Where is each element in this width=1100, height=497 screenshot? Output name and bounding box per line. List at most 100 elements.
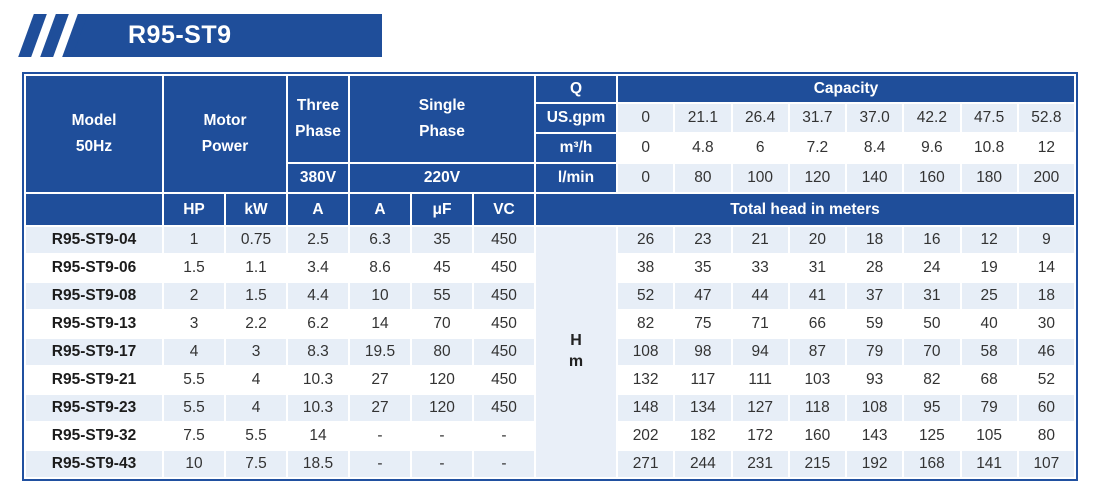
- spec-value: 0.75: [226, 227, 286, 253]
- model-name: R95-ST9-06: [26, 255, 162, 281]
- header-380v: 380V: [288, 164, 348, 192]
- spec-value: 1: [164, 227, 224, 253]
- head-value: 143: [847, 423, 903, 449]
- head-value: 117: [675, 367, 731, 393]
- head-value: 82: [618, 311, 674, 337]
- spec-value: 450: [474, 367, 534, 393]
- head-value: 108: [847, 395, 903, 421]
- head-value: 35: [675, 255, 731, 281]
- header-single-line2: Phase: [419, 123, 465, 140]
- head-value: 30: [1018, 311, 1074, 337]
- header-kw: kW: [226, 194, 286, 225]
- header-uf: μF: [412, 194, 472, 225]
- head-value: 134: [675, 395, 731, 421]
- head-value: 79: [847, 339, 903, 365]
- head-value: 168: [904, 451, 960, 477]
- header-model-line2: 50Hz: [75, 138, 113, 155]
- spec-value: 450: [474, 227, 534, 253]
- head-value: 111: [732, 367, 788, 393]
- spec-value: 2.5: [288, 227, 348, 253]
- spec-value: -: [412, 423, 472, 449]
- spec-value: 450: [474, 339, 534, 365]
- spec-value: 10: [164, 451, 224, 477]
- header-q-label: Q: [569, 80, 583, 98]
- spec-value: 5.5: [164, 367, 224, 393]
- head-value: 44: [732, 283, 788, 309]
- head-value: 37: [847, 283, 903, 309]
- head-unit-m: m: [568, 353, 584, 370]
- capacity-value: 160: [904, 164, 960, 192]
- model-name: R95-ST9-23: [26, 395, 162, 421]
- header-motor-line1: Motor: [203, 112, 247, 130]
- header-total-head: Total head in meters: [536, 194, 1074, 225]
- spec-value: 2: [164, 283, 224, 309]
- head-value: 28: [847, 255, 903, 281]
- header-three-phase: Three Phase: [288, 76, 348, 162]
- header-model-line1: Model: [71, 112, 117, 130]
- head-value: 182: [675, 423, 731, 449]
- header-capacity-label: Capacity: [813, 80, 879, 98]
- badge-title-block: R95-ST9: [72, 14, 382, 57]
- head-value: 26: [618, 227, 674, 253]
- capacity-value: 9.6: [904, 134, 960, 162]
- head-value: 70: [904, 339, 960, 365]
- head-value: 60: [1018, 395, 1074, 421]
- spec-value: 10: [350, 283, 410, 309]
- header-motor-power: Motor Power: [164, 76, 286, 192]
- head-value: 108: [618, 339, 674, 365]
- spec-value: 3: [226, 339, 286, 365]
- head-value: 160: [789, 423, 845, 449]
- head-value: 79: [961, 395, 1017, 421]
- spec-value: 45: [412, 255, 472, 281]
- head-value: 52: [1018, 367, 1074, 393]
- head-value: 58: [961, 339, 1017, 365]
- spec-value: 6.3: [350, 227, 410, 253]
- header-amp-220: A: [350, 194, 410, 225]
- spec-value: -: [474, 423, 534, 449]
- spec-value: 1.1: [226, 255, 286, 281]
- spec-value: 80: [412, 339, 472, 365]
- spec-value: 450: [474, 395, 534, 421]
- spec-table: Model 50Hz Motor Power Three Phase Single Ph…: [22, 72, 1078, 481]
- spec-value: 14: [288, 423, 348, 449]
- head-value: 50: [904, 311, 960, 337]
- header-model: Model 50Hz: [26, 76, 162, 192]
- spec-value: -: [412, 451, 472, 477]
- head-value: 23: [675, 227, 731, 253]
- header-lmin-label: l/min: [557, 169, 595, 187]
- model-name: R95-ST9-13: [26, 311, 162, 337]
- header-hp: HP: [164, 194, 224, 225]
- head-value: 68: [961, 367, 1017, 393]
- spec-value: 4: [226, 395, 286, 421]
- capacity-value: 8.4: [847, 134, 903, 162]
- spec-value: 10.3: [288, 367, 348, 393]
- head-value: 24: [904, 255, 960, 281]
- spec-value: 450: [474, 283, 534, 309]
- header-kw-label: kW: [244, 200, 268, 218]
- model-name: R95-ST9-17: [26, 339, 162, 365]
- spec-value: 27: [350, 367, 410, 393]
- head-value: 82: [904, 367, 960, 393]
- header-m3h: m³/h: [536, 134, 616, 162]
- head-value: 31: [789, 255, 845, 281]
- header-hp-label: HP: [183, 200, 205, 218]
- spec-value: 55: [412, 283, 472, 309]
- head-value: 33: [732, 255, 788, 281]
- head-value: 93: [847, 367, 903, 393]
- head-value: 31: [904, 283, 960, 309]
- head-value: 19: [961, 255, 1017, 281]
- head-value: 98: [675, 339, 731, 365]
- spec-value: 8.3: [288, 339, 348, 365]
- capacity-value: 52.8: [1018, 104, 1074, 132]
- head-value: 94: [732, 339, 788, 365]
- header-amp-380: A: [288, 194, 348, 225]
- head-value: 9: [1018, 227, 1074, 253]
- header-three-line2: Phase: [295, 123, 341, 140]
- capacity-value: 7.2: [789, 134, 845, 162]
- model-name: R95-ST9-04: [26, 227, 162, 253]
- spec-value: 7.5: [164, 423, 224, 449]
- head-value: 172: [732, 423, 788, 449]
- capacity-value: 4.8: [675, 134, 731, 162]
- head-value: 20: [789, 227, 845, 253]
- header-usgpm-label: US.gpm: [546, 109, 606, 127]
